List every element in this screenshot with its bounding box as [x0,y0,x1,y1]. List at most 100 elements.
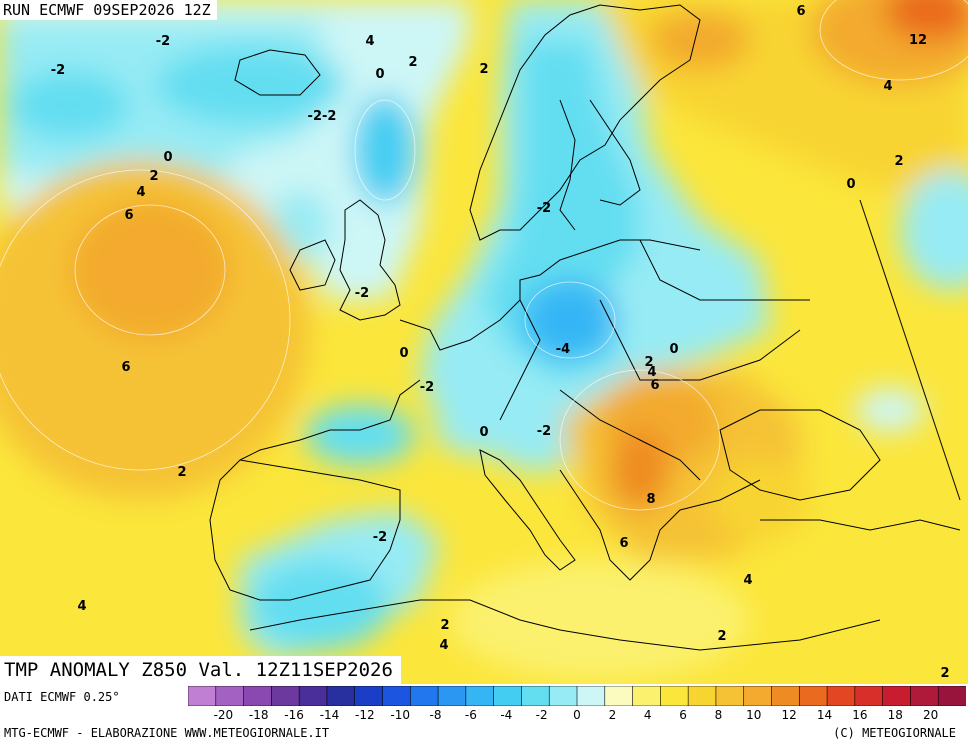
coastlines [209,4,961,651]
contour-label: 0 [163,150,172,165]
contour-label: -2 [51,63,65,78]
credit-label: MTG-ECMWF - ELABORAZIONE WWW.METEOGIORNA… [4,726,330,740]
color-scale-swatch [188,686,217,706]
color-scale-tick-label: -4 [500,708,513,722]
contour-label: 4 [77,599,86,614]
color-scale-swatch [409,686,439,706]
contour-label: 0 [375,67,384,82]
contour-label: 0 [846,177,855,192]
contour-label: 8 [646,492,655,507]
anomaly-field [0,0,968,680]
color-scale-swatch [243,686,272,706]
contour-label: -2 [537,424,551,439]
contour-label: 4 [136,185,145,200]
contour-label: -2 [355,286,369,301]
color-scale-tick-label: -6 [464,708,477,722]
contour-label: -4 [556,342,570,357]
contour-label: 6 [121,360,130,375]
color-scale-bar [188,686,966,706]
color-scale-swatch [632,686,661,706]
contour-label: 4 [439,638,448,653]
run-title: RUN ECMWF 09SEP2026 12Z [0,0,217,20]
color-scale-tick-label: 4 [643,708,652,722]
color-scale-swatch [521,686,550,706]
color-scale-tick-label: 16 [852,708,868,722]
contour-label: 4 [647,365,656,380]
color-scale-tick-label: 0 [573,708,581,722]
color-scale-tick-label: -16 [284,708,304,722]
footer: DATI ECMWF 0.25° -20 -18 -16 -14 -12 -10 -8 -6-… [0,684,968,745]
color-scale-swatch [215,686,245,706]
color-scale-swatch [826,686,856,706]
color-scale-tick-label: 2 [608,708,617,722]
data-source-label: DATI ECMWF 0.25° [4,690,120,704]
contour-label: 12 [909,33,927,48]
color-scale-swatch [604,686,634,706]
color-scale-swatch [298,686,328,706]
color-scale-tick-label: 6 [679,708,687,722]
contour-label: 4 [365,34,374,49]
color-scale-tick-label: 18 [887,708,903,722]
color-scale-swatch [382,686,411,706]
contour-label: 0 [669,342,678,357]
color-scale-swatch [882,686,912,706]
color-scale-tick-label: 10 [746,708,762,722]
color-scale-swatch [743,686,773,706]
contour-label: 2 [479,62,488,77]
contour-label: 2 [940,666,949,681]
color-scale-swatch [548,686,578,706]
contour-label: 2 [177,465,186,480]
contour-label: 4 [743,573,752,588]
contour-label: 6 [619,536,628,551]
contour-label: -2 [420,380,434,395]
color-scale-swatch [660,686,689,706]
color-scale-swatch [576,686,606,706]
contour-label: 4 [883,79,892,94]
color-scale-swatch [715,686,745,706]
color-scale-swatch [937,686,966,706]
color-scale-swatch [437,686,467,706]
color-scale-tick-label: -20 [213,708,234,722]
color-scale-swatch [854,686,884,706]
color-scale-swatch [326,686,356,706]
contour-label: -2-2 [308,109,337,124]
color-scale-swatch [687,686,717,706]
color-scale-ticks: -20 -18 -16 -14 -12 -10 -8 -6 -4 -2 0 2 4 6 8 10 12 14 16 1… [188,708,966,724]
contour-label: 2 [149,169,158,184]
color-scale-swatch [465,686,495,706]
contour-label: 6 [796,4,805,19]
color-scale-swatch [493,686,523,706]
contour-label: 2 [717,629,726,644]
color-scale-tick-label: 12 [781,708,797,722]
contour-label: -2 [373,530,387,545]
color-scale-swatch [271,686,300,706]
color-scale-tick-label: -18 [248,708,269,722]
color-scale-tick-label: 20 [922,708,939,722]
contour-label: -2 [156,34,170,49]
contour-label: 2 [440,618,449,633]
color-scale-swatch [798,686,828,706]
color-scale-tick-label: -12 [354,708,375,722]
contour-label: -2 [537,201,551,216]
color-scale-swatch [354,686,384,706]
color-scale-tick-label: 8 [714,708,723,722]
color-scale-tick-label: 14 [816,708,833,722]
color-scale-swatch [910,686,939,706]
contour-labels: -2 4 0 2 2 -2 -2-2 6 0 2 4 6 12 4 2 0 -2… [51,4,950,681]
contour-label: 2 [894,154,903,169]
contour-label: 2 [408,55,417,70]
color-scale-tick-label: -10 [390,708,410,722]
contour-label: 6 [650,378,659,393]
contour-label: 0 [399,346,408,361]
field-title: TMP ANOMALY Z850 Val. 12Z11SEP2026 [0,656,401,684]
color-scale-swatch [771,686,800,706]
color-scale-tick-label: -14 [319,708,340,722]
color-scale-tick-label: -2 [535,708,548,722]
contour-label: 0 [479,425,488,440]
contour-lines [0,0,968,511]
color-scale-tick-label: -8 [429,708,442,722]
contour-label: 2 [644,355,653,370]
contour-label: 6 [124,208,133,223]
temperature-anomaly-map: -2 4 0 2 2 -2 -2-2 6 0 2 4 6 12 4 2 0 -2… [0,0,968,684]
copyright-label: (C) METEOGIORNALE [833,726,956,740]
